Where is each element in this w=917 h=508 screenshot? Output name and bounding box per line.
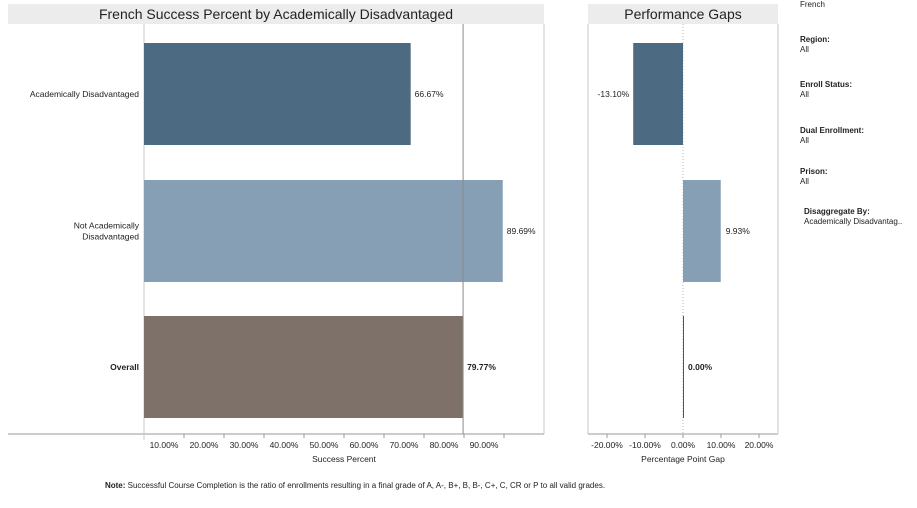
bar [144,316,464,418]
x-tick-label: 80.00% [430,440,459,450]
filter-region[interactable]: Region: All [800,35,830,55]
gap-x-tick-label: 20.00% [745,440,774,450]
gap-x-tick-label: -20.00% [591,440,623,450]
gap-bar [633,43,683,145]
filter-prison[interactable]: Prison: All [800,167,828,187]
x-tick-label: 30.00% [230,440,259,450]
category-label: Academically Disadvantaged [30,89,139,99]
filter-enroll-status[interactable]: Enroll Status: All [800,80,852,100]
filter-value: Academically Disadvantag.. [804,217,903,226]
footnote-label: Note: [104,481,126,490]
filter-disaggregate-by[interactable]: Disaggregate By: Academically Disadvanta… [804,207,902,227]
x-tick-label: 70.00% [390,440,419,450]
gap-bar [683,180,721,282]
filter-value: All [800,45,809,54]
gap-value-label: -13.10% [598,89,630,99]
filter-label: Disaggregate By: [804,207,870,216]
x-axis-title: Success Percent [312,454,376,464]
main-chart-title: French Success Percent by Academically D… [8,4,544,24]
filter-value: All [800,90,809,99]
gap-x-tick-label: 0.00% [671,440,696,450]
x-tick-label: 10.00% [150,440,179,450]
x-tick-label: 20.00% [190,440,219,450]
footnote: Note: Successful Course Completion is th… [90,481,620,491]
gap-value-label: 9.93% [726,226,751,236]
x-tick-label: 90.00% [470,440,499,450]
x-tick-label: 60.00% [350,440,379,450]
bar [144,43,411,145]
filter-label: Enroll Status: [800,80,853,89]
category-label: Disadvantaged [82,232,139,242]
gap-value-label: 0.00% [688,362,713,372]
bar [144,180,503,282]
filter-label: Dual Enrollment: [800,126,865,135]
filter-value: All [800,177,809,186]
gap-x-tick-label: 10.00% [707,440,736,450]
x-tick-label: 50.00% [310,440,339,450]
x-tick-label: 40.00% [270,440,299,450]
gap-bar [683,316,684,418]
bar-value-label: 79.77% [467,362,496,372]
bar-value-label: 66.67% [415,89,444,99]
gap-x-tick-label: -10.00% [629,440,661,450]
category-label: Overall [110,362,139,372]
filter-dual-enrollment[interactable]: Dual Enrollment: All [800,126,864,146]
filter-course: French [800,0,825,9]
gap-x-axis-title: Percentage Point Gap [641,454,725,464]
filter-label: Region: [800,35,830,44]
filter-label: Prison: [800,167,828,176]
filter-value: All [800,136,809,145]
gap-chart-title: Performance Gaps [588,4,778,24]
footnote-text: Successful Course Completion is the rati… [127,481,606,490]
category-label: Not Academically [74,221,140,231]
bar-value-label: 89.69% [507,226,536,236]
